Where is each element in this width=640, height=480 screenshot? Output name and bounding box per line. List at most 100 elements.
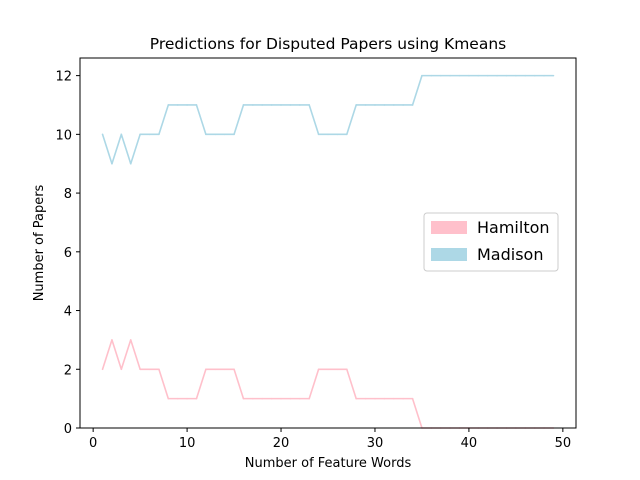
data-point-madison <box>317 133 320 136</box>
data-point-madison <box>449 74 451 77</box>
data-point-madison <box>129 162 132 165</box>
data-point-hamilton <box>411 397 414 400</box>
data-point-hamilton <box>355 397 357 400</box>
data-point-hamilton <box>280 397 282 400</box>
y-tick-label: 0 <box>64 422 72 437</box>
data-point-hamilton <box>223 368 226 371</box>
data-point-hamilton <box>167 397 170 400</box>
data-point-hamilton <box>158 368 160 371</box>
data-point-madison <box>252 104 254 106</box>
data-point-hamilton <box>195 397 198 400</box>
y-axis: 0 2 4 6 8 10 12 <box>55 70 80 437</box>
data-point-hamilton <box>364 397 367 400</box>
data-point-hamilton <box>101 368 104 371</box>
legend-label-hamilton: Hamilton <box>477 218 550 237</box>
data-point-madison <box>205 133 207 136</box>
data-point-madison <box>186 104 188 106</box>
x-tick-label: 0 <box>89 436 97 451</box>
y-tick-label: 12 <box>55 70 72 85</box>
data-point-hamilton <box>402 397 404 400</box>
data-point-hamilton <box>139 368 141 371</box>
data-point-madison <box>486 74 489 77</box>
data-point-hamilton <box>374 397 376 400</box>
data-point-madison <box>524 74 527 77</box>
data-point-madison <box>421 74 423 77</box>
x-axis-label: Number of Feature Words <box>245 456 412 471</box>
data-point-hamilton <box>186 397 188 400</box>
x-tick-label: 50 <box>555 436 572 451</box>
data-point-madison <box>402 104 404 106</box>
data-point-madison <box>458 74 461 77</box>
data-point-hamilton <box>327 368 329 371</box>
data-point-madison <box>543 74 545 77</box>
data-point-hamilton <box>383 397 386 400</box>
chart-title: Predictions for Disputed Papers using Km… <box>150 35 507 53</box>
data-point-madison <box>223 133 226 136</box>
data-point-madison <box>336 133 339 136</box>
data-point-madison <box>355 104 357 106</box>
data-point-madison <box>111 162 113 165</box>
data-point-hamilton <box>242 397 245 400</box>
data-point-madison <box>411 104 414 106</box>
data-point-madison <box>430 74 433 77</box>
data-point-madison <box>392 104 395 106</box>
data-point-madison <box>374 104 376 106</box>
data-point-madison <box>214 133 217 136</box>
data-point-hamilton <box>148 368 151 371</box>
data-point-madison <box>195 104 198 106</box>
legend-swatch-madison <box>431 248 467 261</box>
data-point-hamilton <box>308 397 311 400</box>
data-point-madison <box>167 104 170 106</box>
data-point-madison <box>477 74 480 77</box>
data-point-madison <box>242 104 245 106</box>
legend-swatch-hamilton <box>431 221 467 234</box>
data-point-madison <box>261 104 264 106</box>
y-tick-label: 6 <box>64 246 72 261</box>
data-point-madison <box>308 104 311 106</box>
data-point-madison <box>515 74 517 77</box>
y-tick-label: 8 <box>64 187 72 202</box>
legend: Hamilton Madison <box>423 212 559 272</box>
series-line-madison <box>101 74 554 165</box>
data-point-hamilton <box>299 397 301 400</box>
legend-label-madison: Madison <box>477 245 543 264</box>
data-point-hamilton <box>129 339 132 341</box>
data-point-madison <box>364 104 367 106</box>
data-point-madison <box>280 104 282 106</box>
x-axis: 0 10 20 30 40 50 <box>89 428 571 451</box>
data-point-hamilton <box>120 368 123 371</box>
data-point-madison <box>289 104 292 106</box>
data-point-madison <box>270 104 273 106</box>
data-point-hamilton <box>345 368 348 371</box>
data-point-hamilton <box>270 397 273 400</box>
series-line-hamilton <box>101 339 554 429</box>
data-point-hamilton <box>205 368 207 371</box>
x-tick-label: 40 <box>461 436 478 451</box>
y-tick-label: 2 <box>64 363 72 378</box>
data-point-madison <box>101 133 104 136</box>
data-point-madison <box>505 74 508 77</box>
data-point-hamilton <box>233 368 235 371</box>
y-tick-label: 10 <box>55 128 72 143</box>
data-point-madison <box>148 133 151 136</box>
x-tick-label: 30 <box>367 436 384 451</box>
data-point-hamilton <box>111 339 113 341</box>
data-point-madison <box>176 104 179 106</box>
x-tick-label: 20 <box>273 436 290 451</box>
data-point-madison <box>233 133 235 136</box>
data-point-madison <box>439 74 442 77</box>
data-point-madison <box>120 133 123 136</box>
y-axis-label: Number of Papers <box>32 184 47 301</box>
data-point-madison <box>552 74 555 77</box>
data-point-hamilton <box>252 397 254 400</box>
x-tick-label: 10 <box>179 436 196 451</box>
data-point-madison <box>345 133 348 136</box>
data-point-madison <box>299 104 301 106</box>
data-point-madison <box>533 74 536 77</box>
data-point-hamilton <box>214 368 217 371</box>
data-point-madison <box>139 133 141 136</box>
data-point-madison <box>383 104 386 106</box>
y-tick-label: 4 <box>64 305 72 320</box>
data-point-hamilton <box>336 368 339 371</box>
